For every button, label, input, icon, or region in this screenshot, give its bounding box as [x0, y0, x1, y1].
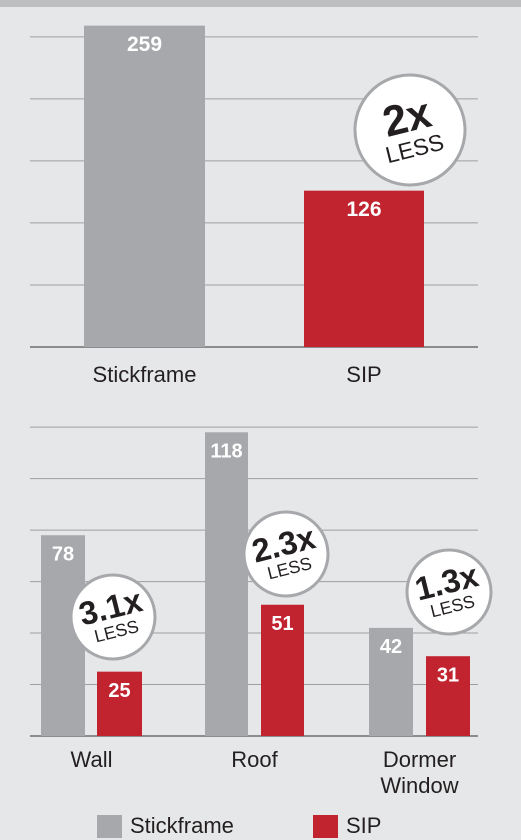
data-label: 51 — [271, 613, 293, 635]
legend-label: SIP — [346, 813, 381, 838]
x-tick-label: Wall — [71, 747, 113, 772]
x-tick-label: Dormer Window — [380, 747, 458, 798]
top-strip — [0, 0, 521, 7]
data-label: 31 — [437, 664, 459, 686]
x-tick-label: Roof — [231, 747, 278, 772]
badge-circle — [353, 73, 467, 187]
bar — [205, 432, 248, 736]
badge-circle — [405, 548, 493, 636]
badge-circle — [69, 573, 157, 661]
x-tick-label: Stickframe — [93, 362, 197, 387]
badge-circle — [242, 510, 330, 598]
bar — [304, 190, 424, 347]
bar — [426, 656, 470, 736]
data-label: 259 — [127, 33, 162, 56]
data-label: 42 — [380, 636, 402, 658]
bar — [97, 671, 142, 736]
bar — [261, 604, 304, 736]
legend-swatch — [313, 815, 338, 838]
data-label: 25 — [108, 680, 130, 702]
badge-text: 2x — [378, 89, 436, 147]
data-label: 118 — [210, 441, 242, 463]
bar — [84, 25, 205, 348]
bar — [369, 627, 413, 736]
data-label: 126 — [346, 198, 381, 221]
legend-swatch — [97, 815, 122, 838]
legend-label: Stickframe — [130, 813, 234, 838]
data-label: 78 — [52, 544, 74, 566]
x-tick-label: SIP — [346, 362, 381, 387]
